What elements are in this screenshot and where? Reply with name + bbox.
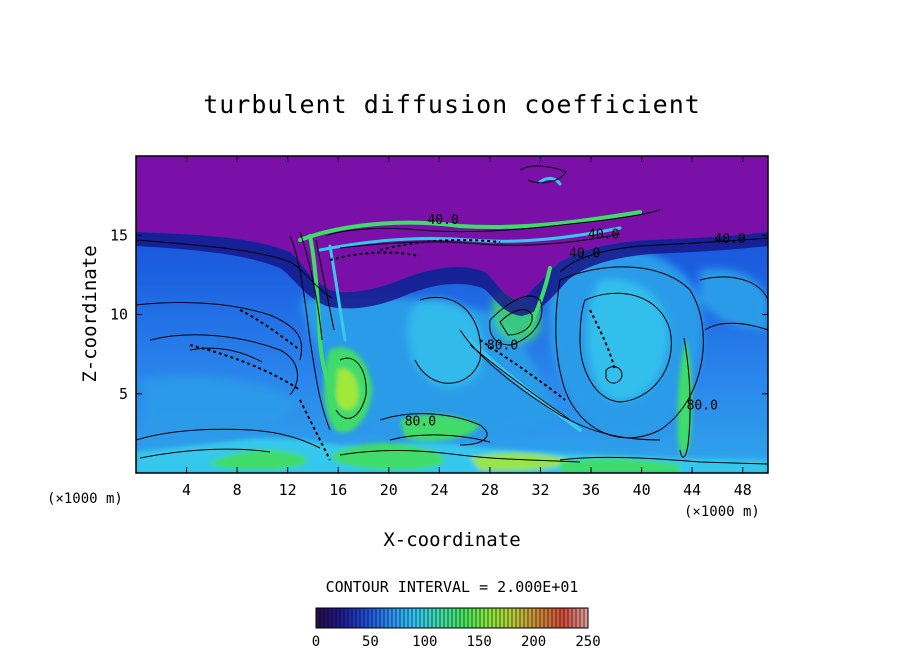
colorbar-tick-label: 150 <box>467 634 492 650</box>
contour-label: 80.0 <box>687 399 718 414</box>
contour-dashes <box>189 239 616 461</box>
x-tick-label: 40 <box>633 481 651 499</box>
chart-title: turbulent diffusion coefficient <box>203 90 701 119</box>
colorbar-tick-label: 200 <box>521 634 546 650</box>
x-tick-label: 12 <box>279 481 297 499</box>
colorbar-tick-label: 50 <box>362 634 379 650</box>
x-tick-label: 20 <box>380 481 398 499</box>
x-tick-label: 36 <box>582 481 600 499</box>
contour-label: 40.0 <box>427 213 458 228</box>
contour-label: 40.0 <box>714 232 745 247</box>
contour-interval-text: CONTOUR INTERVAL = 2.000E+01 <box>326 578 579 596</box>
x-tick-label: 32 <box>531 481 549 499</box>
field-boundary-layer <box>136 340 768 473</box>
x-tick-label: 24 <box>430 481 448 499</box>
colorbar-tick-label: 0 <box>312 634 320 650</box>
colorbar-ticks: 0 50 100 150 200 250 <box>312 634 601 650</box>
y-axis-title: Z-coordinate <box>79 245 101 382</box>
x-tick-label: 16 <box>329 481 347 499</box>
x-tick-label: 44 <box>683 481 701 499</box>
field-upper-layer <box>136 156 768 300</box>
contour-label: 80.0 <box>487 338 518 353</box>
colorbar-tick-label: 100 <box>412 634 437 650</box>
colorbar-tick-label: 250 <box>575 634 600 650</box>
x-tick-label: 4 <box>182 481 191 499</box>
x-unit-right: (×1000 m) <box>684 504 760 520</box>
contour-labels: 40.0 40.0 40.0 40.0 80.0 80.0 80.0 <box>405 213 746 429</box>
contour-lines <box>136 165 768 465</box>
y-tick-label: 5 <box>119 385 128 403</box>
contour-label: 40.0 <box>569 246 600 261</box>
contour-label: 80.0 <box>405 414 436 429</box>
x-unit-left: (×1000 m) <box>47 491 123 507</box>
x-tick-label: 28 <box>481 481 499 499</box>
x-tick-label: 8 <box>233 481 242 499</box>
x-axis-title: X-coordinate <box>383 529 520 551</box>
y-tick-label: 10 <box>110 306 128 324</box>
colorbar-stripes <box>315 608 589 628</box>
field-transition-band <box>136 232 768 316</box>
y-tick-label: 15 <box>110 226 128 244</box>
contour-label: 40.0 <box>588 227 619 242</box>
colorbar-frame <box>315 607 589 629</box>
plot-area: 40.0 40.0 40.0 40.0 80.0 80.0 80.0 <box>136 156 768 473</box>
x-axis: 4 8 12 16 20 24 28 32 36 40 44 48 <box>182 156 752 499</box>
x-tick-label: 48 <box>734 481 752 499</box>
y-axis: 5 10 15 <box>110 226 768 403</box>
colorbar: 0 50 100 150 200 250 <box>312 607 601 650</box>
